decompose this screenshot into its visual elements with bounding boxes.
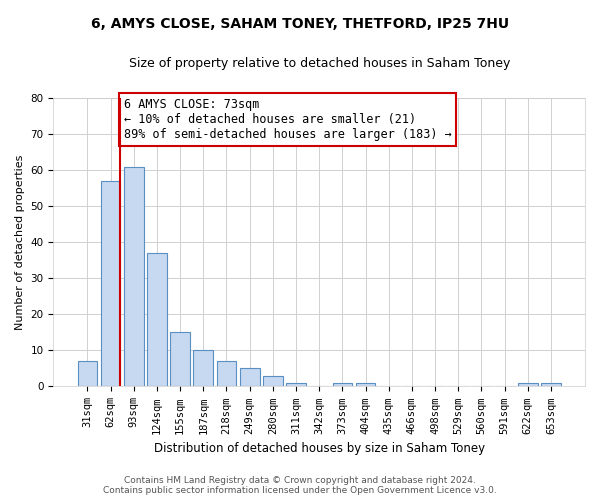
Bar: [101, 181, 121, 386]
Y-axis label: Number of detached properties: Number of detached properties: [15, 154, 25, 330]
Text: Contains HM Land Registry data © Crown copyright and database right 2024.
Contai: Contains HM Land Registry data © Crown c…: [103, 476, 497, 495]
Bar: [263, 376, 283, 386]
Bar: [332, 383, 352, 386]
Bar: [147, 253, 167, 386]
X-axis label: Distribution of detached houses by size in Saham Toney: Distribution of detached houses by size …: [154, 442, 485, 455]
Text: 6, AMYS CLOSE, SAHAM TONEY, THETFORD, IP25 7HU: 6, AMYS CLOSE, SAHAM TONEY, THETFORD, IP…: [91, 18, 509, 32]
Bar: [124, 166, 143, 386]
Bar: [286, 383, 306, 386]
Bar: [541, 383, 561, 386]
Bar: [193, 350, 213, 386]
Bar: [240, 368, 260, 386]
Bar: [170, 332, 190, 386]
Bar: [518, 383, 538, 386]
Bar: [217, 361, 236, 386]
Bar: [356, 383, 376, 386]
Title: Size of property relative to detached houses in Saham Toney: Size of property relative to detached ho…: [128, 58, 510, 70]
Text: 6 AMYS CLOSE: 73sqm
← 10% of detached houses are smaller (21)
89% of semi-detach: 6 AMYS CLOSE: 73sqm ← 10% of detached ho…: [124, 98, 452, 141]
Bar: [77, 361, 97, 386]
